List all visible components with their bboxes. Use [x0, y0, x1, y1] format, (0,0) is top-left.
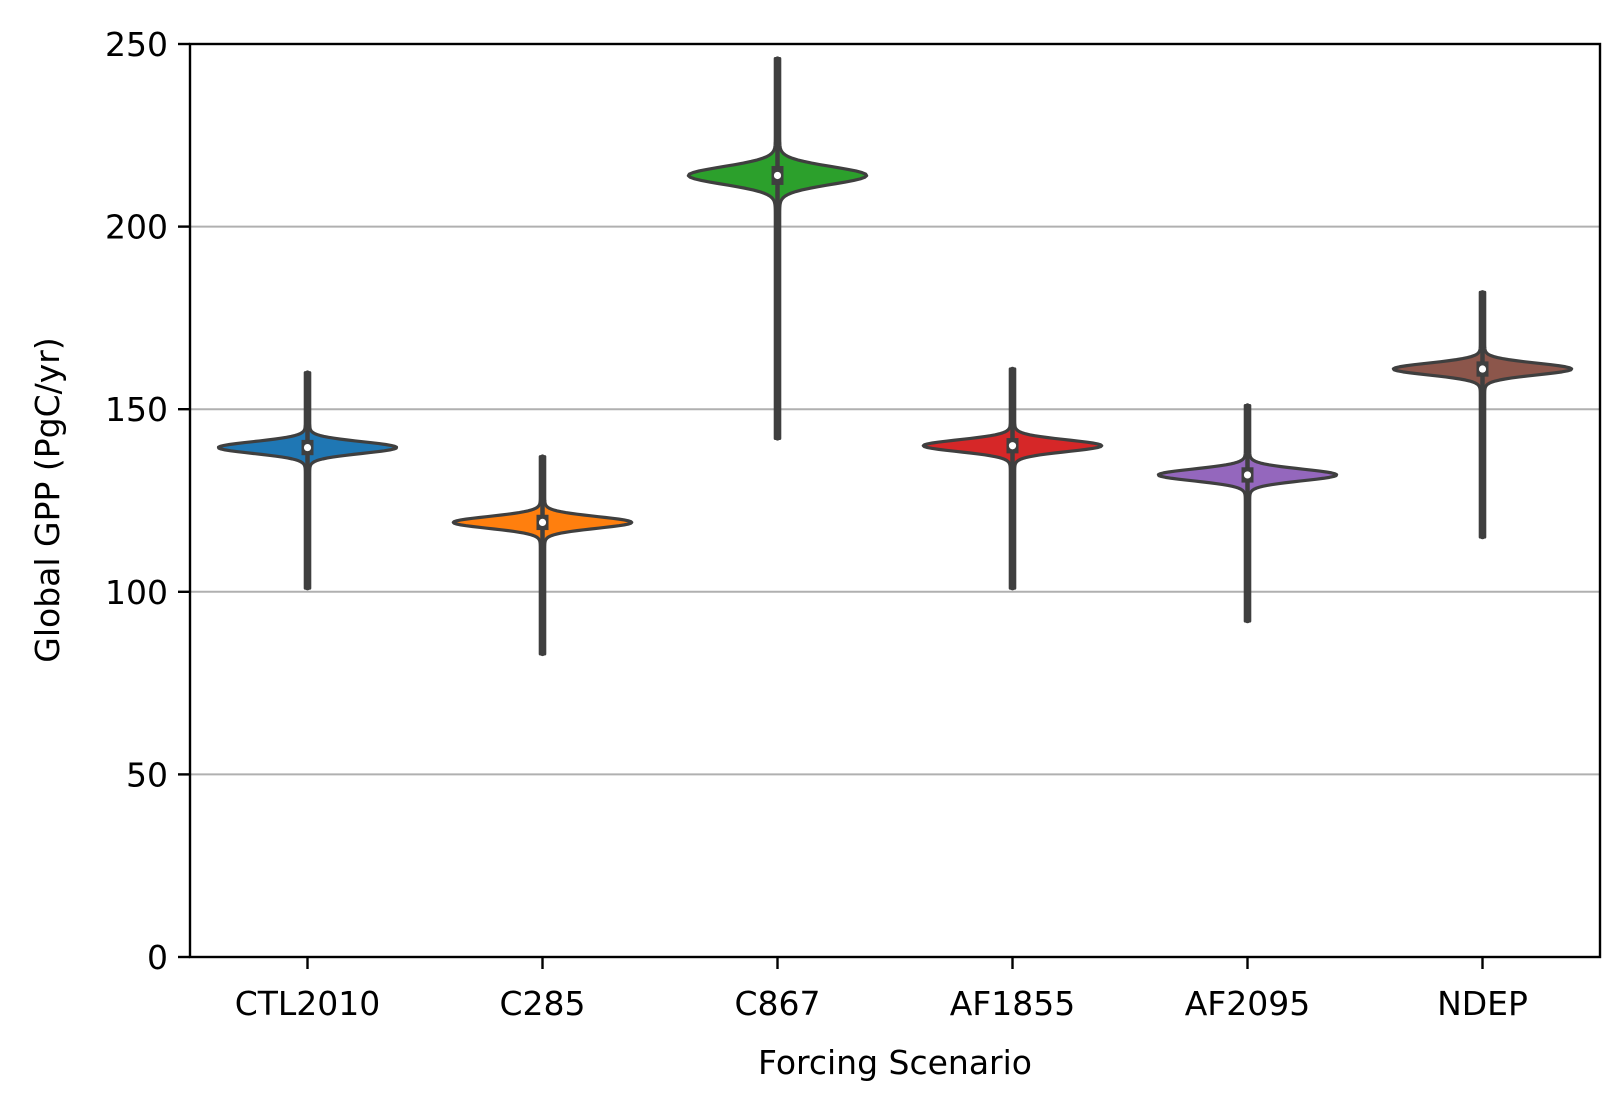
x-tick-label: AF2095: [1185, 984, 1311, 1023]
median-AF1855: [1008, 442, 1017, 450]
y-tick-label: 250: [105, 25, 168, 64]
x-tick-label: C285: [499, 984, 585, 1023]
x-tick-label: CTL2010: [235, 984, 381, 1023]
plot-frame: [188, 42, 1602, 959]
median-CTL2010: [303, 443, 312, 452]
y-tick-label: 0: [147, 938, 168, 977]
x-tick-label: C867: [734, 984, 820, 1023]
violins: [216, 56, 1574, 657]
y-axis-title: Global GPP (PgC/yr): [28, 337, 67, 662]
x-axis-title: Forcing Scenario: [758, 1043, 1032, 1082]
median-AF2095: [1243, 471, 1252, 479]
y-tick-label: 150: [105, 390, 168, 429]
x-tick-label: AF1855: [950, 984, 1076, 1023]
median-C285: [538, 518, 547, 527]
y-tick-label: 100: [105, 573, 168, 612]
y-tick-label: 200: [105, 208, 168, 247]
gridlines: [190, 225, 1600, 776]
median-NDEP: [1478, 365, 1487, 373]
x-axis: CTL2010 C285 C867 AF1855 AF2095 NDEP: [235, 957, 1528, 1023]
median-C867: [773, 171, 782, 180]
x-tick-label: NDEP: [1437, 984, 1528, 1023]
y-tick-label: 50: [126, 755, 168, 794]
y-axis: 0 50 100 150 200 250: [105, 25, 190, 977]
